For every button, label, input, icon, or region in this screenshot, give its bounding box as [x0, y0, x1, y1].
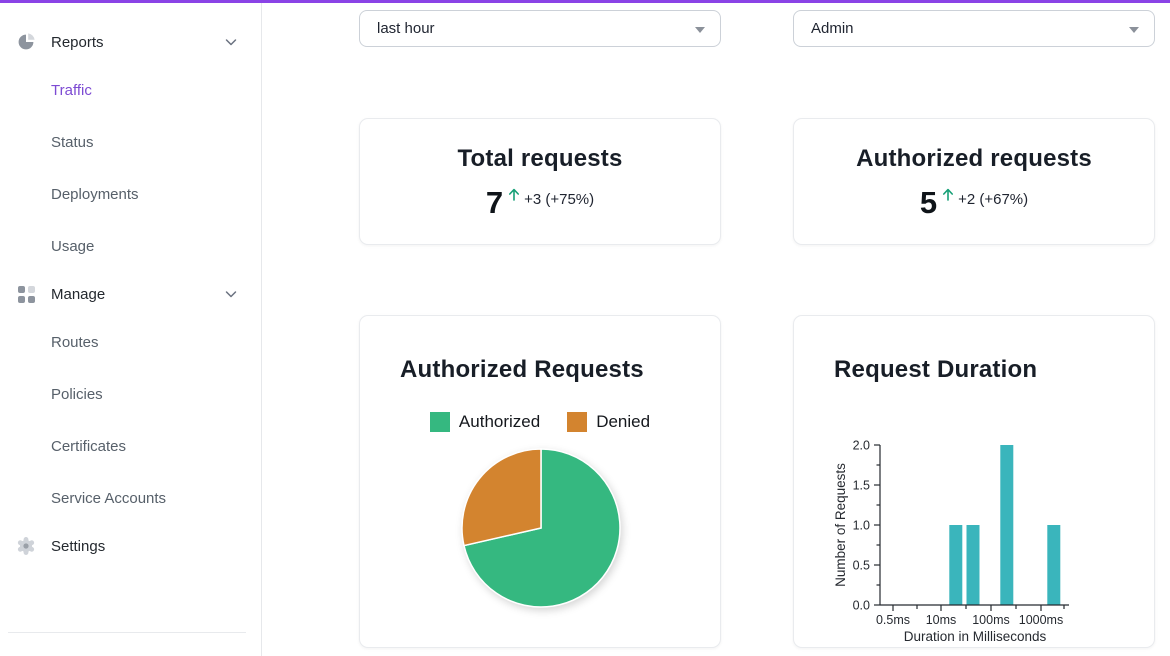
pie-chart [461, 448, 621, 608]
authorized-requests-chart-card: Authorized Requests Authorized Denied [359, 315, 721, 648]
sidebar-item-label: Deployments [51, 185, 139, 203]
request-duration-chart-card: Request Duration Duration in Millisecond… [793, 315, 1155, 648]
sidebar-item-label: Policies [51, 385, 103, 403]
sidebar-item-manage[interactable]: Manage [0, 282, 261, 306]
sidebar-item-policies[interactable]: Policies [0, 382, 261, 406]
histogram-bar [1000, 445, 1014, 605]
total-requests-card: Total requests 7 +3 (+75%) [359, 118, 721, 245]
grid-icon [17, 285, 35, 303]
sidebar-item-label: Reports [51, 33, 104, 51]
stat-card-title: Authorized requests [856, 145, 1092, 172]
sidebar-item-traffic[interactable]: Traffic [0, 78, 261, 102]
y-tick-label: 0.0 [853, 599, 870, 613]
legend-swatch-denied [567, 412, 588, 432]
chart-title: Authorized Requests [400, 356, 644, 383]
stat-value: 7 [485, 185, 504, 220]
pie-slice-authorized [463, 448, 621, 608]
up-arrow-icon [941, 187, 955, 207]
chevron-down-icon [223, 34, 239, 50]
up-arrow-icon [507, 187, 521, 207]
sidebar-divider [8, 632, 246, 633]
sidebar-item-certificates[interactable]: Certificates [0, 434, 261, 458]
y-tick-label: 2.0 [853, 439, 870, 453]
y-axis-label: Number of Requests [834, 463, 848, 587]
legend-item-denied[interactable]: Denied [567, 412, 650, 432]
pie-chart-icon [17, 33, 35, 51]
pie-slice-denied [461, 448, 542, 547]
stat-row: 7 +3 (+75%) [360, 187, 720, 218]
pie-legend: Authorized Denied [360, 412, 720, 432]
sidebar-item-status[interactable]: Status [0, 130, 261, 154]
sidebar-item-label: Manage [51, 285, 106, 303]
time-range-value: last hour [377, 20, 435, 37]
stat-card-title: Total requests [457, 145, 623, 172]
stat-row: 5 +2 (+67%) [794, 187, 1154, 218]
histogram-bar [966, 525, 980, 605]
x-axis-label: Duration in Milliseconds [904, 629, 1047, 644]
gear-icon [17, 537, 35, 555]
histogram-bar [949, 525, 963, 605]
histogram-bar [1047, 525, 1061, 605]
stat-delta: +2 (+67%) [958, 191, 1029, 208]
chart-title: Request Duration [834, 356, 1038, 383]
time-range-dropdown[interactable]: last hour [359, 10, 721, 47]
duration-histogram: Duration in Milliseconds Number of Reque… [834, 439, 1069, 644]
legend-label: Authorized [458, 412, 541, 431]
stat-value: 5 [919, 185, 938, 220]
sidebar-item-service-accounts[interactable]: Service Accounts [0, 486, 261, 510]
sidebar-item-label: Settings [51, 537, 106, 555]
top-accent-bar [0, 0, 1170, 3]
sidebar: Reports Traffic Status Deployments Usage [0, 3, 262, 656]
sidebar-item-usage[interactable]: Usage [0, 234, 261, 258]
x-tick-label: 0.5ms [876, 613, 910, 627]
dropdown-caret-icon [695, 27, 705, 33]
sidebar-item-label: Certificates [51, 437, 127, 455]
y-tick-label: 1.0 [853, 519, 870, 533]
sidebar-item-label: Usage [51, 237, 95, 255]
legend-item-authorized[interactable]: Authorized [429, 412, 541, 432]
x-tick-label: 1000ms [1019, 613, 1063, 627]
sidebar-item-label: Routes [51, 333, 99, 351]
x-tick-label: 10ms [926, 613, 957, 627]
account-dropdown[interactable]: Admin [793, 10, 1155, 47]
sidebar-item-settings[interactable]: Settings [0, 534, 261, 558]
sidebar-item-label: Service Accounts [51, 489, 167, 507]
authorized-requests-card: Authorized requests 5 +2 (+67%) [793, 118, 1155, 245]
legend-label: Denied [596, 412, 651, 431]
account-value: Admin [811, 20, 854, 37]
sidebar-item-reports[interactable]: Reports [0, 30, 261, 54]
legend-swatch-authorized [429, 412, 450, 432]
chevron-down-icon [223, 286, 239, 302]
x-tick-label: 100ms [972, 613, 1010, 627]
sidebar-item-routes[interactable]: Routes [0, 330, 261, 354]
y-tick-label: 0.5 [853, 559, 870, 573]
sidebar-item-deployments[interactable]: Deployments [0, 182, 261, 206]
y-tick-label: 1.5 [853, 479, 870, 493]
sidebar-item-label: Traffic [51, 81, 92, 99]
sidebar-item-label: Status [51, 133, 94, 151]
stat-delta: +3 (+75%) [524, 191, 595, 208]
dropdown-caret-icon [1129, 27, 1139, 33]
